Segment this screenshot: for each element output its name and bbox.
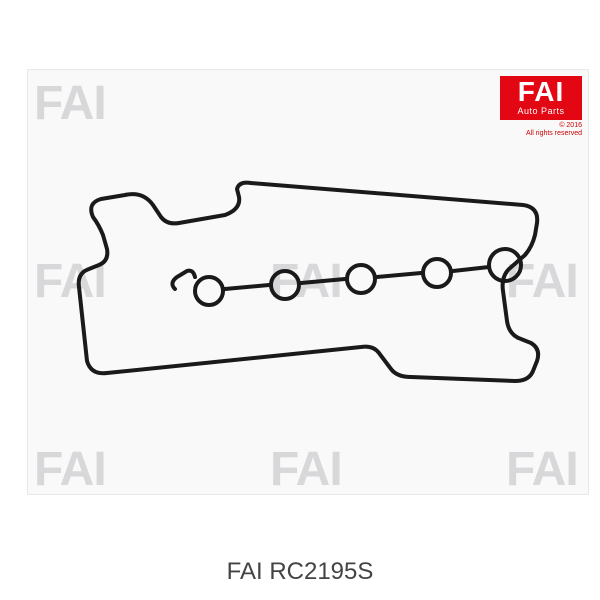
watermark-text: FAI <box>270 442 342 497</box>
copyright-year: © 2016 <box>559 122 582 129</box>
product-image-frame: FAIFAIFAIFAIFAIFAIFAI FAI Auto Parts © 2… <box>27 69 589 495</box>
product-caption: FAI RC2195S <box>0 558 600 586</box>
copyright-rights: All rights reserved <box>526 130 582 137</box>
caption-brand: FAI <box>227 558 263 585</box>
watermark-text: FAI <box>34 442 106 497</box>
watermark-text: FAI <box>506 442 578 497</box>
caption-part-number: RC2195S <box>269 558 373 585</box>
brand-logo-text: FAI <box>500 76 582 106</box>
brand-logo-subtitle: Auto Parts <box>500 106 582 120</box>
brand-logo-badge: FAI Auto Parts © 2016 All rights reserve… <box>500 76 582 137</box>
gasket-outline-diagram <box>69 177 547 387</box>
brand-copyright: © 2016 All rights reserved <box>500 122 582 137</box>
watermark-text: FAI <box>34 76 106 131</box>
